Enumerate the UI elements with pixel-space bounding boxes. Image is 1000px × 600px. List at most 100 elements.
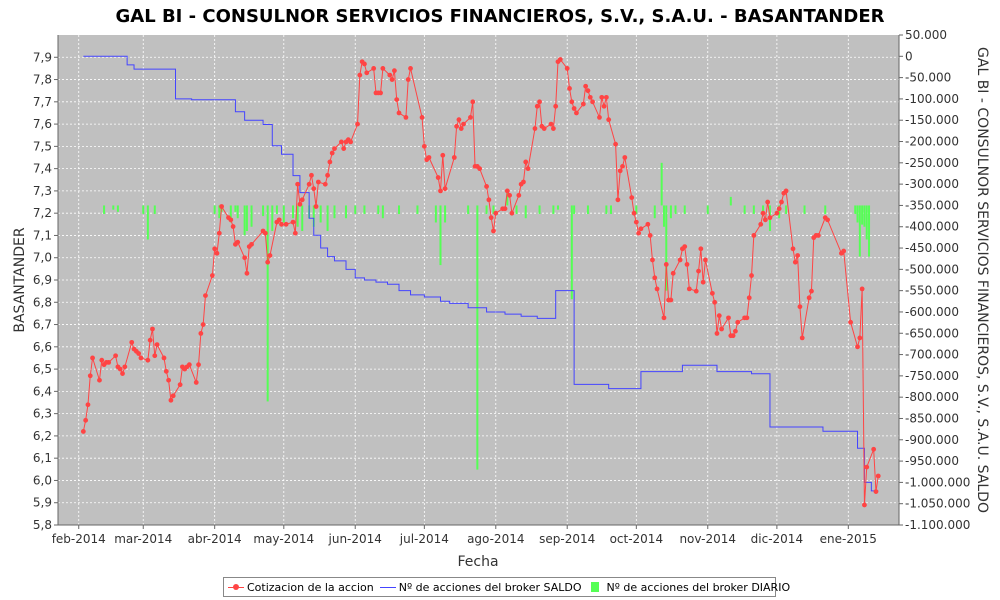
price-point: [219, 204, 224, 209]
diario-bar: [444, 205, 447, 223]
y2-tick-label: -1.100.000: [905, 518, 970, 532]
diario-bar: [275, 205, 278, 214]
y2-tick-label: -50.000: [905, 71, 951, 85]
y-tick-label: 7,5: [33, 139, 52, 153]
price-point: [684, 262, 690, 267]
x-tick-label: jul-2014: [399, 532, 449, 546]
diario-bar: [856, 205, 859, 223]
y2-axis-label: GAL BI - CONSULNOR SERVICIOS FINANCIEROS…: [974, 47, 990, 513]
price-point: [603, 94, 609, 100]
right-axis: 50.000 0 -50.000 -100.000 -150.000 -200.000 -2…: [898, 28, 970, 532]
price-point: [348, 139, 354, 145]
y2-tick-label: -750.000: [905, 369, 959, 383]
price-point: [767, 215, 773, 221]
legend-item-price: Cotizacion de la accion: [228, 581, 374, 594]
x-tick-label: nov-2014: [679, 532, 736, 546]
y2-tick-label: -200.000: [905, 135, 959, 149]
y-tick-label: 6,4: [33, 384, 52, 398]
price-point: [502, 206, 508, 212]
price-point: [636, 230, 642, 236]
price-point: [357, 72, 363, 78]
diario-bar: [282, 205, 285, 223]
price-point: [857, 335, 863, 341]
price-point: [83, 417, 89, 423]
price-point: [309, 172, 314, 178]
x-tick-label: jun-2014: [328, 532, 382, 546]
legend-swatch-price: [228, 582, 244, 592]
diario-bar: [665, 205, 668, 291]
price-point: [534, 103, 540, 109]
price-point: [553, 103, 559, 109]
diario-bar: [416, 205, 419, 214]
diario-bar: [467, 205, 470, 214]
price-point: [703, 257, 708, 263]
y-tick-label: 7,8: [33, 73, 52, 87]
y2-tick-label: -150.000: [905, 113, 959, 127]
price-point: [456, 117, 462, 123]
diario-bar: [635, 205, 638, 214]
price-point: [645, 221, 651, 227]
saldo-series-line: [83, 55, 879, 492]
price-point: [405, 77, 411, 82]
price-point: [848, 319, 854, 325]
price-point: [136, 351, 142, 356]
price-point: [765, 199, 771, 205]
diario-bar: [586, 205, 589, 214]
y-tick-label: 6,9: [33, 273, 52, 287]
price-point: [371, 66, 377, 71]
price-point: [493, 210, 499, 216]
price-point: [193, 380, 199, 385]
chart-title: GAL BI - CONSULNOR SERVICIOS FINANCIEROS…: [116, 6, 885, 27]
price-point: [571, 106, 577, 111]
price-point: [652, 275, 658, 281]
diario-bar: [868, 205, 871, 257]
price-point: [161, 355, 167, 361]
price-point: [200, 322, 206, 327]
price-point: [875, 473, 881, 479]
diario-bar: [476, 205, 479, 470]
diario-bar: [865, 205, 868, 240]
price-point: [461, 121, 466, 127]
price-point: [408, 66, 413, 71]
diario-bar: [377, 205, 380, 214]
y2-tick-label: -850.000: [905, 411, 959, 425]
price-point: [470, 99, 476, 105]
price-point: [797, 304, 803, 310]
legend-swatch-saldo: [379, 582, 396, 592]
diario-bar: [778, 205, 781, 219]
price-point: [758, 221, 764, 227]
price-point: [442, 186, 448, 192]
price-point: [799, 335, 805, 341]
price-point: [120, 371, 125, 376]
diario-bar: [116, 205, 119, 212]
x-tick-label: ago-2014: [467, 532, 524, 546]
price-point: [394, 97, 400, 102]
price-point: [744, 315, 750, 321]
diario-bar: [858, 205, 861, 257]
diario-bar: [363, 205, 366, 214]
diario-bar: [743, 205, 746, 214]
price-point: [438, 188, 443, 194]
diario-bar: [296, 205, 299, 227]
y-tick-label: 5,8: [33, 518, 52, 532]
price-point: [654, 286, 660, 292]
x-axis-label: Fecha: [457, 554, 498, 570]
diario-bar: [861, 205, 864, 225]
y-tick-label: 6,1: [33, 451, 52, 465]
price-point: [440, 152, 446, 158]
price-point: [585, 88, 591, 94]
price-point: [776, 206, 782, 212]
diario-bar: [506, 192, 509, 206]
legend-swatch-diario: [588, 582, 604, 592]
x-tick-label: may-2014: [253, 532, 314, 546]
y-tick-label: 7,7: [33, 95, 52, 109]
x-tick-label: dic-2014: [751, 532, 803, 546]
diario-bar: [605, 205, 608, 214]
y2-tick-label: 50.000: [905, 28, 947, 42]
price-point: [249, 241, 254, 247]
price-point: [700, 279, 706, 285]
price-point: [735, 319, 741, 325]
diario-bar: [354, 205, 357, 214]
price-point: [99, 357, 105, 363]
price-point: [779, 199, 784, 205]
